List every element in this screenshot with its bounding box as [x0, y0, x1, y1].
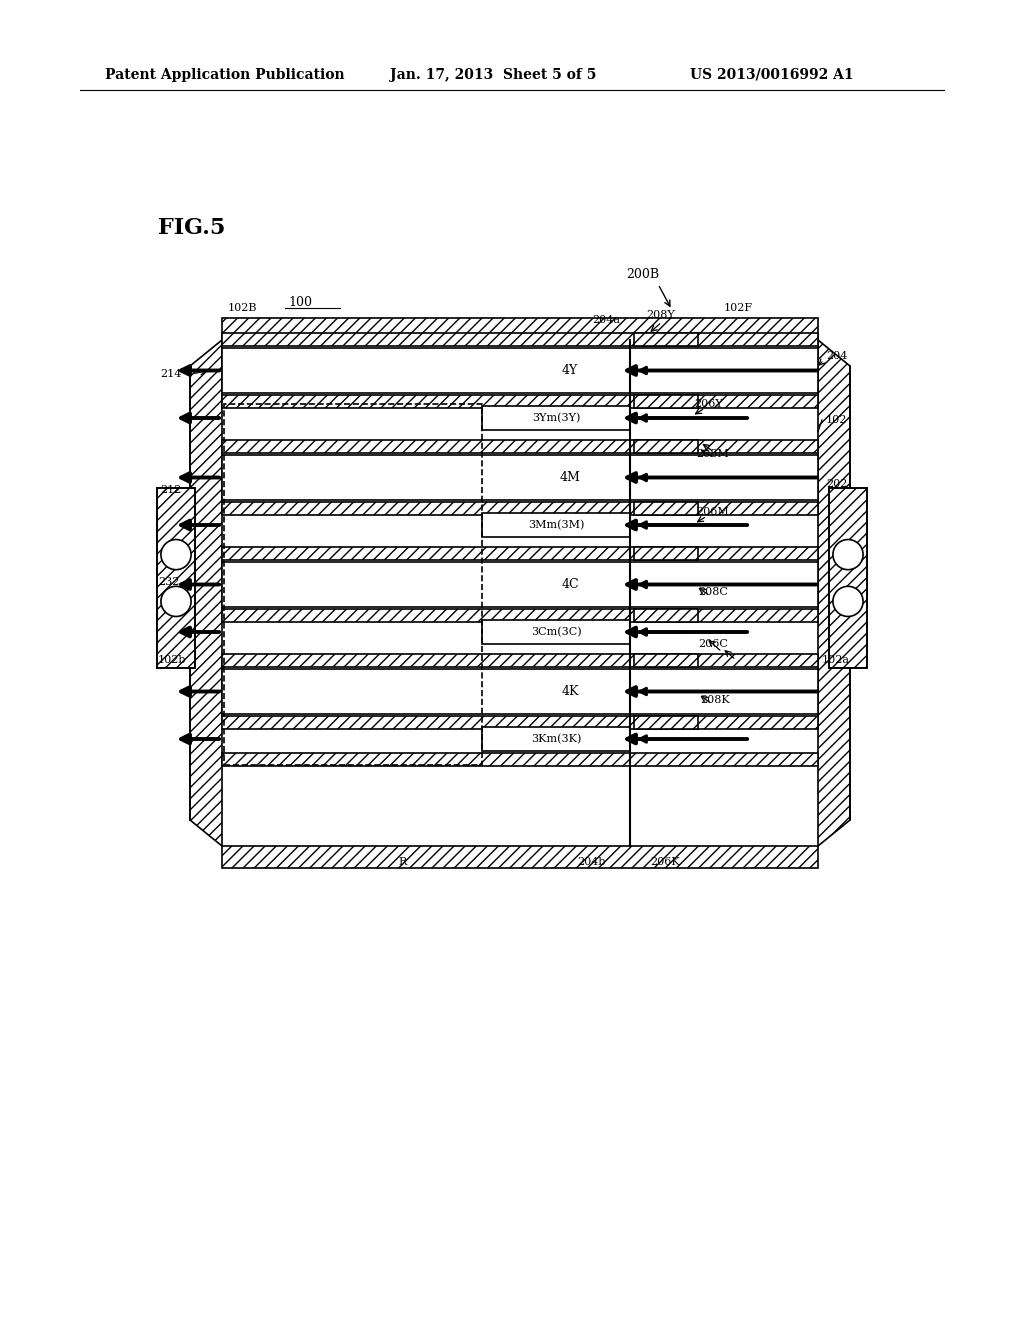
Text: US 2013/0016992 A1: US 2013/0016992 A1	[690, 69, 854, 82]
Bar	[224, 404, 482, 766]
Text: 206M: 206M	[696, 507, 729, 517]
Text: 204b: 204b	[577, 857, 605, 867]
Text: 3Cm(3C): 3Cm(3C)	[530, 627, 582, 638]
Circle shape	[161, 540, 191, 570]
Text: 4K: 4K	[561, 685, 579, 698]
Text: 102a: 102a	[822, 655, 850, 665]
Polygon shape	[222, 562, 818, 607]
Text: Jan. 17, 2013  Sheet 5 of 5: Jan. 17, 2013 Sheet 5 of 5	[390, 69, 596, 82]
Text: 232: 232	[158, 577, 179, 587]
Polygon shape	[157, 488, 195, 668]
Text: 102b: 102b	[158, 655, 186, 665]
Text: 214: 214	[160, 370, 181, 379]
Polygon shape	[634, 609, 698, 622]
Text: 200B: 200B	[626, 268, 659, 281]
Text: 102: 102	[826, 414, 848, 425]
Polygon shape	[634, 715, 698, 729]
Text: 3Km(3K): 3Km(3K)	[530, 734, 582, 744]
Text: Patent Application Publication: Patent Application Publication	[105, 69, 345, 82]
Polygon shape	[190, 341, 222, 846]
Polygon shape	[222, 669, 818, 714]
Polygon shape	[482, 407, 630, 430]
Polygon shape	[634, 333, 698, 346]
Text: 212: 212	[160, 484, 181, 495]
Text: 204: 204	[826, 351, 848, 360]
Polygon shape	[222, 333, 818, 346]
Polygon shape	[634, 653, 698, 667]
Text: FIG.5: FIG.5	[158, 216, 225, 239]
Text: 206Y: 206Y	[694, 399, 723, 409]
Polygon shape	[634, 502, 698, 515]
Polygon shape	[222, 609, 818, 622]
Text: 3Ym(3Y): 3Ym(3Y)	[531, 413, 581, 424]
Text: 204a: 204a	[592, 315, 620, 325]
Polygon shape	[818, 341, 850, 846]
Polygon shape	[634, 395, 698, 408]
Polygon shape	[634, 440, 698, 453]
Polygon shape	[482, 620, 630, 644]
Polygon shape	[829, 488, 867, 668]
Polygon shape	[222, 455, 818, 500]
Polygon shape	[222, 715, 818, 729]
Text: 100: 100	[288, 296, 312, 309]
Text: R: R	[398, 857, 407, 867]
Text: 4C: 4C	[561, 578, 579, 591]
Polygon shape	[634, 546, 698, 560]
Text: 102B: 102B	[228, 304, 257, 313]
Polygon shape	[222, 318, 818, 341]
Text: 102F: 102F	[724, 304, 753, 313]
Polygon shape	[482, 513, 630, 537]
Polygon shape	[222, 546, 818, 560]
Text: 206K: 206K	[650, 857, 680, 867]
Text: 202: 202	[826, 479, 848, 488]
Polygon shape	[482, 727, 630, 751]
Circle shape	[833, 540, 863, 570]
Text: 208K: 208K	[700, 696, 730, 705]
Text: 3Mm(3M): 3Mm(3M)	[527, 520, 584, 531]
Polygon shape	[222, 846, 818, 869]
Text: 208Y: 208Y	[646, 310, 675, 319]
Circle shape	[833, 586, 863, 616]
Polygon shape	[222, 348, 818, 393]
Text: 230: 230	[833, 550, 854, 561]
Polygon shape	[222, 653, 818, 667]
Text: 208M: 208M	[696, 449, 729, 459]
Polygon shape	[222, 440, 818, 453]
Polygon shape	[222, 502, 818, 515]
Text: 206C: 206C	[698, 639, 728, 649]
Circle shape	[161, 586, 191, 616]
Polygon shape	[222, 752, 818, 766]
Text: 208C: 208C	[698, 587, 728, 597]
Text: 4Y: 4Y	[562, 364, 579, 378]
Text: 4M: 4M	[559, 471, 581, 484]
Polygon shape	[222, 395, 818, 408]
